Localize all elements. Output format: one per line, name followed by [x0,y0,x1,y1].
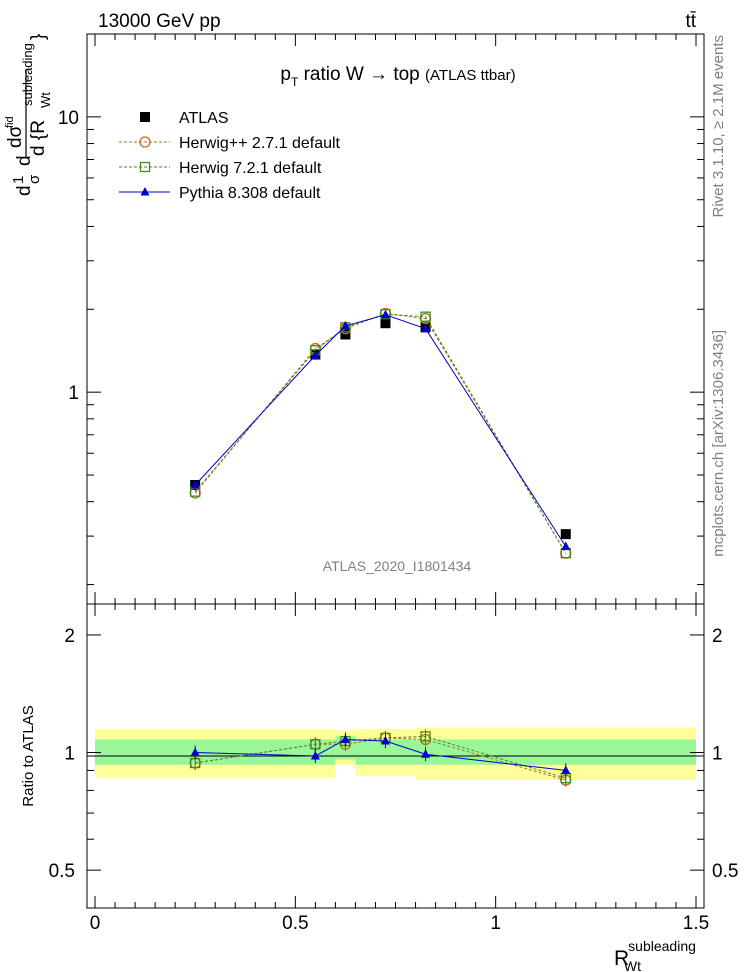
ratio-series-line [195,735,566,779]
legend-marker [140,187,150,196]
series-line [194,314,567,547]
x-axis-label: Rsubleading Wt [614,938,696,972]
legend-item-herwig-7-2-1-default: Herwig 7.2.1 default [119,160,322,177]
y-axis-label-denominator: d {R [28,120,49,156]
ratio-data-point [421,749,431,758]
data-point [560,529,571,540]
legend-marker [139,136,151,148]
ratio-y-axis-label: Ratio to ATLAS [20,705,37,806]
ratio-data-point [310,750,320,760]
y-axis-label-fid: fid [4,116,16,128]
data-point [380,309,390,319]
ratio-data-point [380,736,390,745]
ratio-plot-panel: Ratio to ATLAS 0 0.5 1 1.5 0.5 0.5 1 1 2 2 Rsuble… [20,603,738,972]
y-axis-label-sigma: σ [26,174,43,184]
energy-label: 13000 GeV pp [98,11,221,32]
x-tick-label: 1.5 [683,913,709,934]
legend-label: Herwig++ 2.7.1 default [179,135,341,152]
ratio-bands [95,727,696,781]
ratio-data-point [190,747,200,757]
y-axis-label-sub: Wt [38,92,53,108]
main-plot-panel: pT ratio W → top (ATLAS ttbar) ATLAS_202… [4,33,705,605]
y-tick-label: 1 [68,383,79,404]
y-axis-label-dsigma: dσ [5,125,26,148]
rivet-label: Rivet 3.1.10, ≥ 2.1M events [710,35,727,218]
legend-label: Pythia 8.308 default [179,185,321,202]
plot-title: pT ratio W → top (ATLAS ttbar) [280,64,515,89]
uncertainty-band-inner [95,739,336,765]
ratio-y-tick-label-right: 2 [712,626,723,647]
ratio-y-tick-label-left: 0.5 [49,861,75,882]
data-point [420,311,431,322]
data-point [380,318,391,329]
legend-label: Herwig 7.2.1 default [179,160,322,177]
ratio-axes: 0 0.5 1 1.5 0.5 0.5 1 1 2 2 [49,604,738,934]
data-point [340,320,350,330]
y-tick-label: 10 [58,108,79,129]
series-line [194,313,567,554]
data-point [561,541,571,550]
mcplots-label: mcplots.cern.ch [arXiv:1306.3436] [710,330,727,557]
uncertainty-band-inner [415,739,696,765]
main-series [189,307,572,559]
data-point [421,323,431,333]
ratio-y-tick-label-left: 1 [64,744,75,765]
data-point [380,309,391,320]
legend-label: ATLAS [179,110,229,127]
analysis-watermark: ATLAS_2020_I1801434 [323,558,472,574]
series-herwig-7-2-1-default [190,309,571,559]
series-line [194,313,567,554]
ratio-y-tick-label-right: 1 [712,744,723,765]
x-tick-label: 1 [490,913,501,934]
ratio-data-point [340,734,350,743]
ratio-y-tick-label-left: 2 [64,626,75,647]
data-point [340,329,351,340]
ratio-data-point [310,739,321,750]
series-pythia-8-308-default [190,309,571,550]
y-axis-label-brace: } [28,34,49,40]
y-axis-label-sup: subleading [20,43,35,106]
ratio-data-point [420,731,431,742]
legend-marker [139,161,151,173]
legend-item-pythia-8-308-default: Pythia 8.308 default [119,185,321,202]
process-label: tt̄ [685,11,696,32]
series-herwig-2-7-1-default [189,307,572,559]
legend-marker [140,112,150,122]
legend: ATLAS Herwig++ 2.7.1 default Herwig 7.2.1 … [119,110,341,202]
legend-item-herwig-2-7-1-default: Herwig++ 2.7.1 default [119,135,341,152]
ratio-series [189,729,572,788]
data-point [190,479,200,489]
ratio-series-line [195,738,566,771]
y-axis-label-d: d [14,185,35,196]
data-point [310,350,320,359]
x-tick-label: 0 [90,913,101,934]
y-axis-label: d 1 σ d dσ fid d {R subleading Wt } [4,34,53,196]
main-axes: 1 10 [58,33,704,604]
y-axis-label-d2: d [14,155,35,166]
ratio-series-pythia-8-308-default [190,732,571,778]
legend-item-atlas: ATLAS [140,110,229,127]
y-axis-label-one: 1 [10,176,27,184]
x-tick-label: 0.5 [282,913,308,934]
ratio-data-point [561,765,571,774]
ratio-y-tick-label-right: 0.5 [712,861,738,882]
